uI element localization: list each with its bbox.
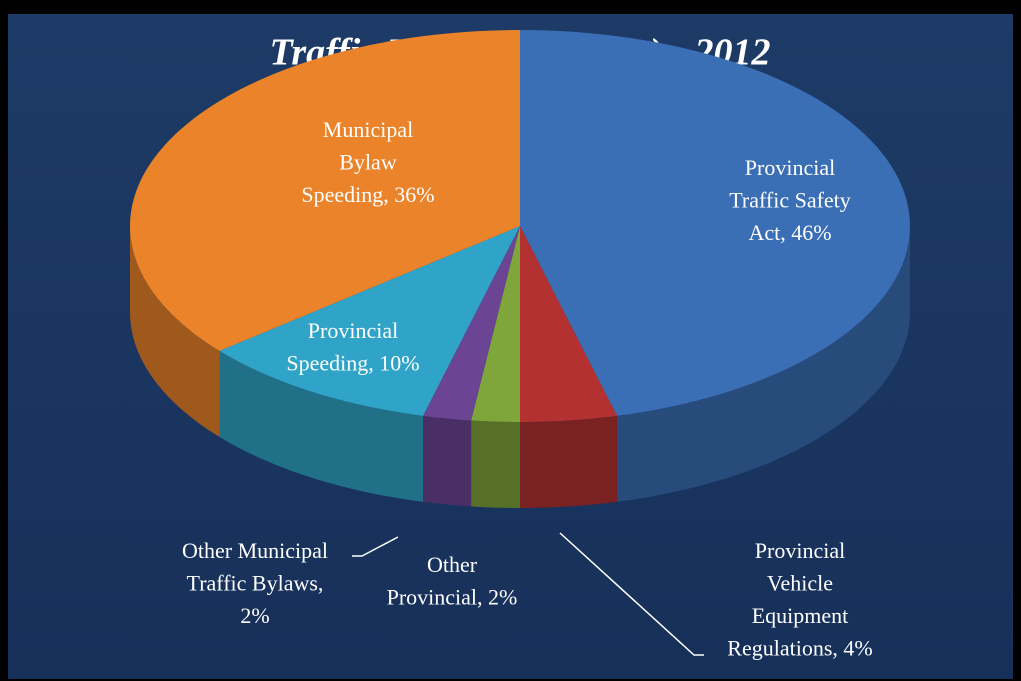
leader-line [352,536,399,557]
data-label: Regulations, 4% [727,636,872,661]
data-label: Speeding, 36% [301,182,434,207]
slice [423,226,520,421]
data-label: Other [427,552,478,577]
data-label: Equipment [752,603,849,628]
pie [130,30,910,508]
leader-line [559,532,704,656]
slice [520,30,910,416]
slice [130,30,520,351]
data-label: Bylaw [339,150,397,175]
data-label: Municipal [323,117,413,142]
data-label: Vehicle [767,571,833,596]
slice [219,226,521,416]
slice-side [471,420,520,508]
data-label: Provincial [745,155,835,180]
data-label: Traffic Bylaws, [187,571,324,596]
slice-side [616,226,910,502]
data-label: Provincial [755,538,845,563]
slice [471,226,520,422]
data-label: Speeding, 10% [286,351,419,376]
data-label: Provincial [308,318,398,343]
slice-side [520,415,617,508]
data-label: Other Municipal [182,538,328,563]
slice [520,226,617,422]
slice-side [130,226,220,437]
slice-side [423,415,472,507]
slice-side [219,350,424,502]
data-label: 2% [240,603,269,628]
data-label: Provincial, 2% [387,585,518,610]
data-label: Act, 46% [748,220,831,245]
data-label: Traffic Safety [729,188,851,213]
